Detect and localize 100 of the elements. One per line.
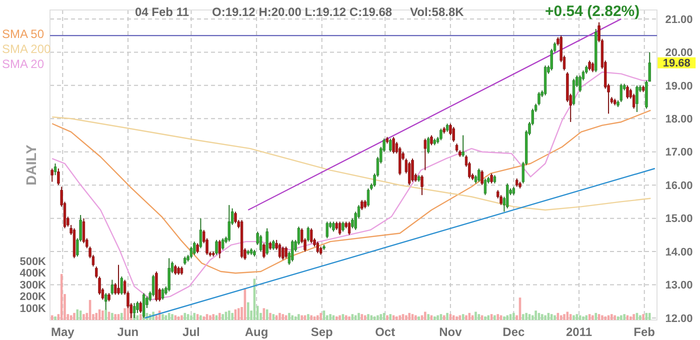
bar bbox=[367, 314, 370, 320]
bar bbox=[307, 314, 310, 320]
y-tick-label: 17.00 bbox=[665, 146, 693, 159]
bar bbox=[474, 312, 477, 320]
bar bbox=[336, 316, 338, 320]
candlestick bbox=[490, 172, 493, 184]
bar bbox=[540, 314, 544, 320]
candlestick bbox=[366, 188, 370, 208]
bar bbox=[544, 315, 546, 320]
candlestick bbox=[338, 221, 342, 236]
bar bbox=[484, 316, 486, 320]
bar bbox=[418, 316, 420, 320]
bar bbox=[224, 312, 228, 320]
bar bbox=[389, 314, 392, 320]
candlestick bbox=[578, 74, 582, 93]
candlestick bbox=[228, 204, 230, 242]
bar bbox=[200, 315, 202, 320]
y-tick-label: 18.00 bbox=[665, 114, 693, 126]
candlestick bbox=[389, 138, 392, 152]
bar bbox=[193, 312, 196, 320]
bar bbox=[534, 310, 537, 320]
y2-tick-label: 100K bbox=[20, 303, 46, 316]
candlestick bbox=[408, 161, 411, 186]
candlestick bbox=[411, 158, 414, 182]
candlestick bbox=[218, 239, 222, 259]
y-tick-label: 14.00 bbox=[665, 246, 693, 258]
bar bbox=[162, 314, 164, 320]
candlestick bbox=[136, 300, 139, 314]
x-tick-label: Jul bbox=[182, 325, 200, 339]
bar bbox=[95, 312, 98, 320]
bar bbox=[82, 314, 85, 320]
annotation: 04 Feb 11 bbox=[135, 5, 190, 19]
candlestick bbox=[272, 239, 275, 250]
candlestick bbox=[620, 83, 623, 103]
bar bbox=[212, 314, 214, 320]
bar bbox=[405, 315, 408, 320]
line-series bbox=[52, 116, 652, 211]
bar bbox=[522, 314, 524, 320]
candlestick bbox=[310, 228, 313, 244]
annotation: Vol:58.8K bbox=[410, 5, 464, 19]
candlestick bbox=[430, 134, 433, 146]
candlestick bbox=[316, 241, 320, 254]
bar bbox=[348, 316, 350, 320]
candlestick bbox=[110, 279, 114, 296]
bar bbox=[102, 310, 104, 320]
bar bbox=[104, 309, 107, 320]
bar bbox=[291, 315, 294, 320]
bar bbox=[604, 316, 606, 320]
bar bbox=[623, 314, 626, 320]
candlestick bbox=[572, 78, 576, 106]
bar bbox=[642, 314, 644, 320]
candlestick bbox=[278, 242, 282, 259]
candlestick bbox=[282, 246, 284, 260]
bar bbox=[246, 302, 250, 320]
annotation: +0.54 (2.82%) bbox=[545, 3, 640, 20]
candlestick bbox=[82, 218, 86, 244]
candlestick bbox=[342, 221, 344, 232]
bar bbox=[496, 314, 500, 320]
candlestick bbox=[462, 134, 464, 158]
bar bbox=[222, 314, 224, 320]
text: DAILY bbox=[23, 144, 39, 186]
bar bbox=[180, 315, 183, 320]
x-tick-label: Nov bbox=[439, 325, 462, 339]
bar bbox=[620, 315, 622, 320]
bar bbox=[506, 315, 508, 320]
bar bbox=[582, 316, 584, 320]
bar bbox=[108, 312, 110, 320]
candlestick bbox=[484, 178, 487, 196]
x-tick-label: Dec bbox=[502, 325, 526, 339]
bar bbox=[648, 312, 651, 320]
candlestick bbox=[221, 238, 224, 250]
bar bbox=[358, 312, 360, 320]
bar bbox=[344, 315, 348, 320]
bar bbox=[114, 314, 116, 320]
candlestick bbox=[332, 221, 335, 232]
y2-tick-label: 200K bbox=[20, 291, 46, 304]
candlestick bbox=[348, 221, 351, 236]
y-tick-label: 13.00 bbox=[665, 280, 693, 292]
bar bbox=[298, 314, 300, 320]
y-tick-label: 21.00 bbox=[665, 14, 693, 26]
candlestick bbox=[420, 174, 424, 196]
candlestick bbox=[626, 84, 629, 100]
candlestick bbox=[174, 264, 177, 276]
candlestick bbox=[266, 228, 268, 256]
bar bbox=[424, 312, 426, 320]
bar bbox=[494, 315, 496, 320]
annotation: 19.68 bbox=[662, 58, 690, 70]
candlestick bbox=[50, 168, 54, 182]
candlestick bbox=[306, 226, 310, 242]
candlestick bbox=[117, 264, 120, 296]
bar bbox=[124, 308, 126, 320]
bar bbox=[320, 312, 322, 320]
bar bbox=[594, 312, 598, 320]
text: SMA 50 bbox=[2, 27, 44, 41]
bar bbox=[398, 315, 402, 320]
x-tick-label: May bbox=[50, 325, 75, 339]
candlestick bbox=[215, 239, 218, 256]
bar bbox=[396, 316, 398, 320]
candlestick bbox=[161, 288, 164, 300]
bar bbox=[54, 316, 56, 320]
